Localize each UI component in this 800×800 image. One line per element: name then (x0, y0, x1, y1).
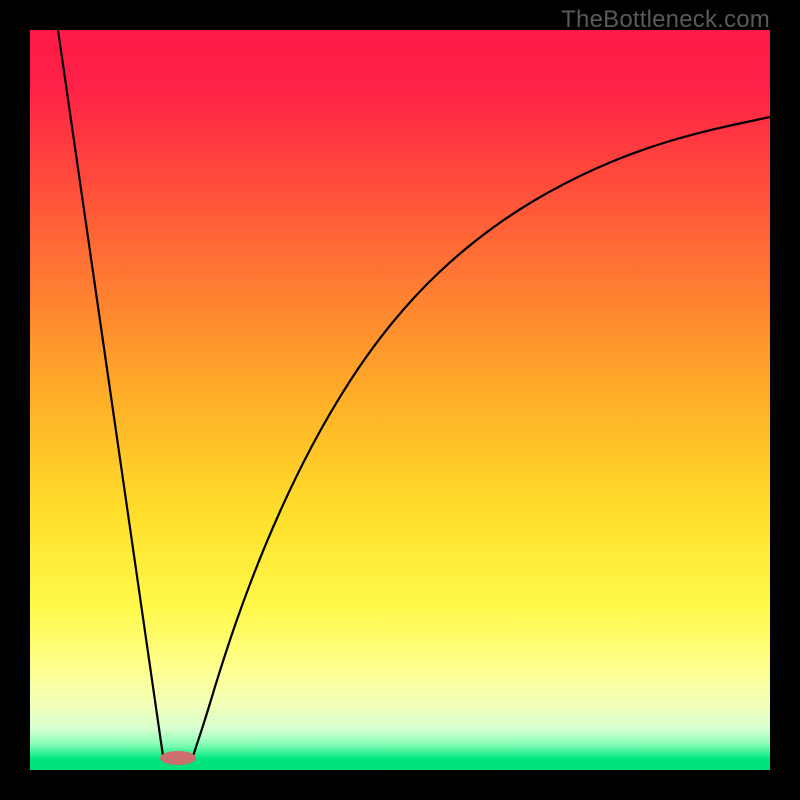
watermark-text: TheBottleneck.com (561, 6, 770, 34)
optimal-marker (160, 751, 196, 765)
plot-background (30, 30, 770, 770)
bottleneck-chart (0, 0, 800, 800)
chart-frame: TheBottleneck.com (0, 0, 800, 800)
